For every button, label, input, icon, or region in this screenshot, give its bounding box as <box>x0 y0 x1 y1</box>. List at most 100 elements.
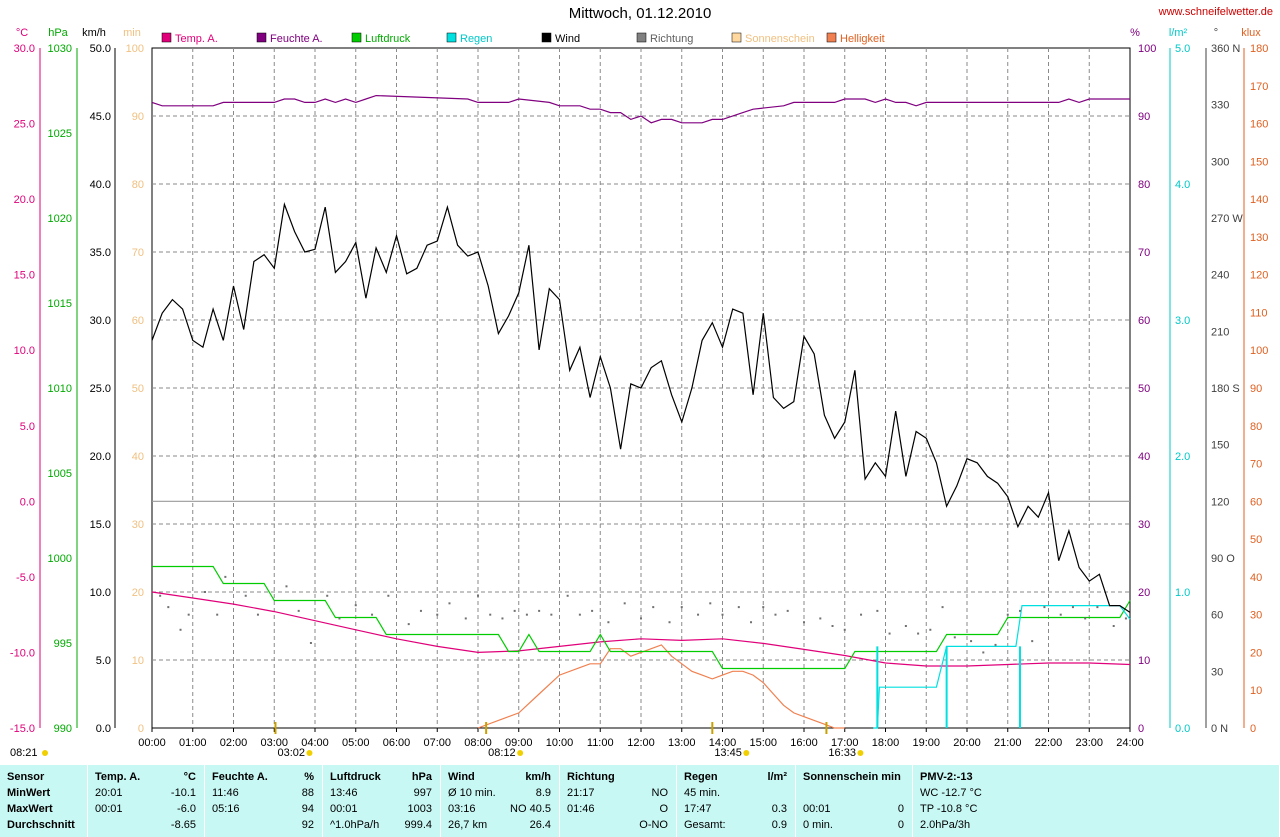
lux-tick-label: 110 <box>1250 307 1268 319</box>
direction-tick-label: 120 <box>1211 496 1229 508</box>
direction-point <box>436 613 439 616</box>
direction-point <box>803 621 805 624</box>
direction-tick-label: 90 O <box>1211 553 1235 565</box>
stats-value: 999.4 <box>404 819 432 831</box>
x-tick-label: 11:00 <box>587 737 614 749</box>
direction-tick-label: 210 <box>1211 326 1229 338</box>
direction-point <box>244 594 247 597</box>
weather-chart: Temp. A. Feuchte A. Luftdruck Regen Wind Rich… <box>10 27 1268 759</box>
direction-point <box>941 606 944 609</box>
lux-tick-label: 140 <box>1250 194 1268 206</box>
stats-row-label: 00:01 <box>95 803 123 815</box>
direction-point <box>697 613 700 616</box>
stats-value: O <box>659 803 668 815</box>
rain-tick-label: 4.0 <box>1175 179 1190 191</box>
x-tick-label: 19:00 <box>912 737 940 749</box>
legend-label: Temp. A. <box>175 33 218 45</box>
direction-point <box>297 609 300 612</box>
direction-point <box>354 604 357 607</box>
direction-point <box>1031 640 1034 643</box>
pressure-tick-label: 1010 <box>48 383 72 395</box>
direction-point <box>1006 613 1009 616</box>
series-feuchte-a- <box>151 94 1130 124</box>
direction-tick-label: 60 <box>1211 610 1223 622</box>
direction-point <box>904 625 907 627</box>
stats-header: Regen <box>684 771 718 783</box>
series-luftdruck <box>152 565 1131 670</box>
stats-row-label: 2.0hPa/3h <box>920 819 971 831</box>
legend-swatch <box>446 32 457 43</box>
direction-point <box>786 609 789 612</box>
site-url[interactable]: www.schneifelwetter.de <box>1158 6 1273 18</box>
pressure-axis-unit: hPa <box>48 27 68 39</box>
direction-tick-label: 300 <box>1211 156 1229 168</box>
lux-tick-label: 0 <box>1250 723 1256 735</box>
temp-tick-label: 25.0 <box>14 119 35 131</box>
stats-column: Luftdruck hPa 13:46 997 00:01 1003 ^1.0hPa/h 99… <box>323 765 441 837</box>
direction-point <box>680 606 683 609</box>
lux-tick-label: 10 <box>1250 685 1262 697</box>
pressure-tick-label: 1025 <box>48 128 72 140</box>
humidity-tick-label: 20 <box>1138 587 1150 599</box>
temp-tick-label: -5.0 <box>16 572 35 584</box>
x-tick-label: 13:00 <box>668 737 696 749</box>
event-label: 13:45 <box>714 747 742 759</box>
stats-row-label: MinWert <box>7 787 51 799</box>
sun-tick-label: 0 <box>138 723 144 735</box>
lux-tick-label: 60 <box>1250 496 1262 508</box>
direction-point <box>256 613 259 616</box>
stats-value: -10.1 <box>170 787 196 799</box>
direction-point <box>1059 613 1062 616</box>
pressure-tick-label: 1015 <box>48 298 72 310</box>
wind-tick-label: 0.0 <box>96 723 111 735</box>
series-helligkeit <box>477 644 845 729</box>
sun-tick-label: 90 <box>132 111 144 123</box>
stats-row-label: 20:01 <box>95 787 123 799</box>
wind-tick-label: 35.0 <box>90 247 111 259</box>
lux-tick-label: 30 <box>1250 610 1262 622</box>
stats-value: O-NO <box>639 819 668 831</box>
stats-row-label: ^1.0hPa/h <box>330 819 380 831</box>
direction-point <box>159 594 162 597</box>
temp-tick-label: 5.0 <box>20 421 35 433</box>
direction-point <box>917 632 920 635</box>
x-tick-label: 02:00 <box>220 737 248 749</box>
stats-value: 0.3 <box>771 803 787 815</box>
stats-unit: hPa <box>411 771 432 783</box>
direction-point <box>607 621 610 624</box>
direction-point <box>203 591 206 593</box>
lux-tick-label: 80 <box>1250 421 1262 433</box>
direction-tick-label: 330 <box>1211 100 1229 112</box>
stats-header: Temp. A. <box>95 771 141 783</box>
stats-row-label: TP -10.8 °C <box>920 803 978 815</box>
stats-row-label: 21:17 <box>567 787 595 799</box>
stats-value: NO 40.5 <box>510 803 551 815</box>
stats-value: 94 <box>301 803 314 815</box>
wind-tick-label: 50.0 <box>90 43 111 55</box>
stats-row-label: 03:16 <box>448 803 476 815</box>
rain-tick-label: 2.0 <box>1175 451 1190 463</box>
legend-swatch <box>636 32 647 43</box>
temp-tick-label: 10.0 <box>14 345 35 357</box>
legend-label: Regen <box>460 33 492 45</box>
direction-point <box>737 606 740 609</box>
humidity-tick-label: 0 <box>1138 723 1144 735</box>
temp-tick-label: 15.0 <box>14 270 35 282</box>
direction-point <box>994 643 997 646</box>
direction-point <box>1043 606 1046 609</box>
direction-point <box>448 602 451 605</box>
wind-tick-label: 5.0 <box>96 655 111 667</box>
stats-row-label: 05:16 <box>212 803 240 815</box>
direction-point <box>668 621 671 624</box>
stats-unit: l/m² <box>767 771 787 783</box>
stats-row-label: Ø 10 min. <box>448 787 496 799</box>
direction-point <box>929 628 932 631</box>
direction-point <box>326 594 329 597</box>
x-tick-label: 03:00 <box>260 737 288 749</box>
direction-point <box>513 609 516 612</box>
direction-point <box>831 625 834 627</box>
direction-point <box>1124 617 1127 620</box>
lux-axis-unit: klux <box>1241 27 1261 39</box>
lux-tick-label: 40 <box>1250 572 1262 584</box>
direction-point <box>216 613 219 616</box>
